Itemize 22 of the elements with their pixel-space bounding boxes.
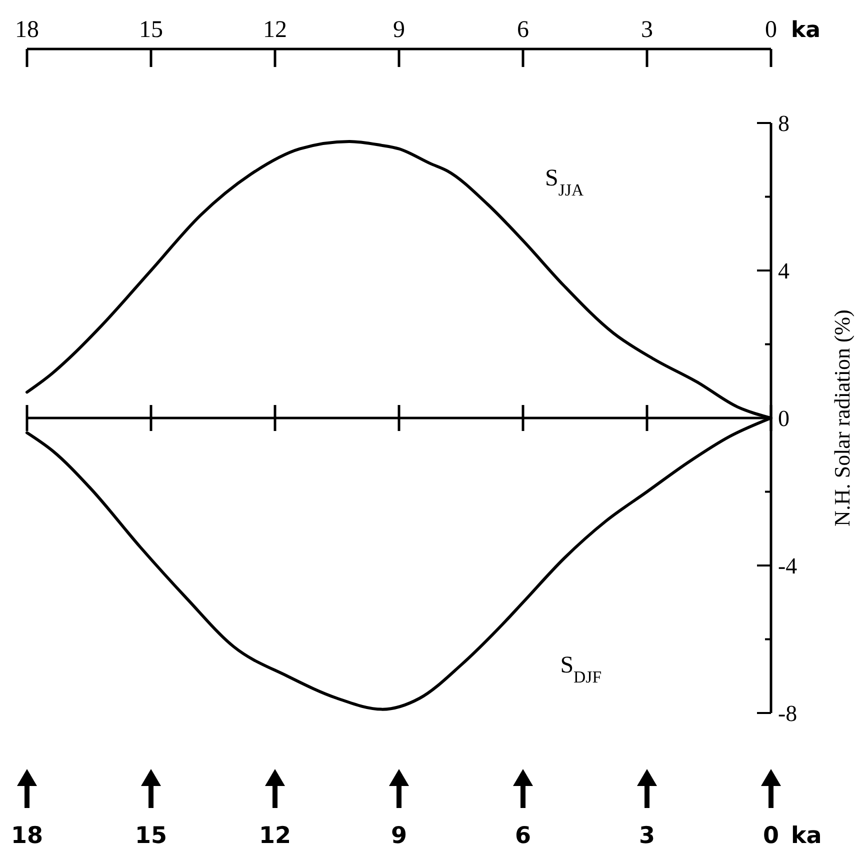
x-tick-label: 9: [393, 17, 405, 43]
x-tick-label: 6: [517, 17, 529, 43]
x-tick-label: 3: [641, 17, 653, 43]
x-tick-label: 18: [15, 17, 39, 43]
y-tick-label: 0: [778, 406, 790, 432]
text: S$_{DJF}$: [560, 652, 602, 686]
x2-tick-label: 3: [638, 823, 656, 849]
series-label: S$_{JJA}$: [545, 166, 584, 200]
y-tick-label: 8: [778, 111, 790, 136]
x-axis-title: ka: [791, 823, 822, 849]
x2-tick-label: 18: [10, 823, 44, 849]
x2-tick-label: 6: [514, 823, 532, 849]
x-tick-label: 15: [139, 17, 163, 43]
x2-tick-label: 9: [390, 823, 408, 849]
x2-axis-title: ka: [791, 18, 820, 43]
y-tick-label: 4: [778, 258, 790, 284]
x2-tick-label: 15: [134, 823, 168, 849]
y-axis-title: N.H. Solar radiation (%): [830, 310, 855, 526]
y-tick-label: -4: [778, 554, 798, 579]
y-tick-label: -8: [778, 701, 798, 726]
x2-tick-label: 12: [258, 823, 292, 849]
x-tick-label: 12: [263, 17, 287, 43]
